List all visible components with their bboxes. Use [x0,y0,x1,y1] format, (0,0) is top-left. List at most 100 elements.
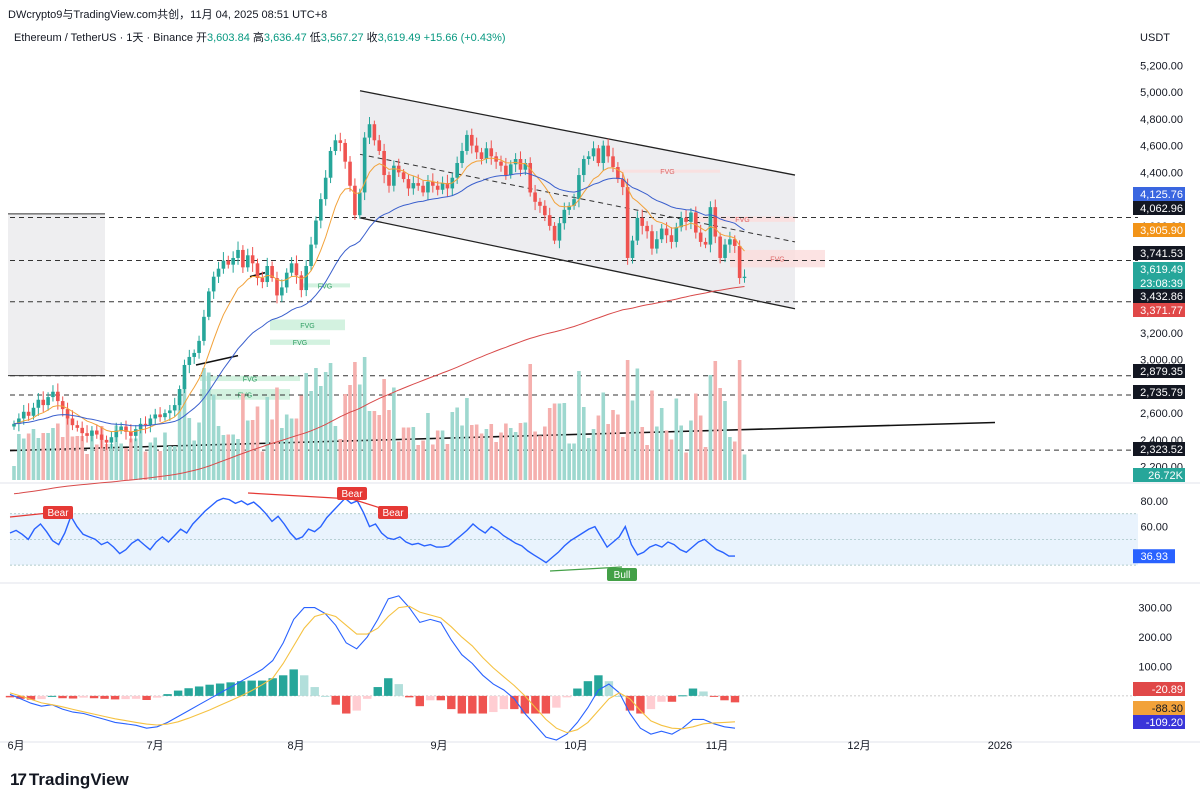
fvg-zone [270,319,345,331]
volume-bar [65,418,70,480]
macd-histogram-bar [541,695,551,714]
candle-body [119,426,123,431]
volume-bar [309,391,313,480]
volume-bar [124,448,128,480]
candle-body [231,257,235,265]
candle-body [406,179,411,189]
candle-body [114,430,119,438]
macd-pane[interactable] [5,595,1138,741]
volume-bar [36,438,41,480]
candle-body [401,172,406,180]
range-zone [8,213,105,376]
volume-bar [75,436,80,480]
divergence-badge-label: Bear [341,489,363,500]
divergence-badge-label: Bull [614,570,631,581]
volume-bar [158,451,162,480]
price-axis-badge [1133,289,1185,303]
price-axis-badge-label: USDT [1140,32,1170,44]
price-axis-badge-label: 3,619.49 [1140,264,1183,276]
volume-bar [343,394,347,480]
candle-body [543,205,547,216]
price-axis-badge [1133,468,1185,482]
time-axis-label: 12月 [847,740,870,752]
fvg-zone [615,169,720,173]
volume-bar [513,432,518,480]
macd-histogram-bar [173,690,183,696]
open-value: 3,603.84 [207,32,250,44]
time-axis-label: 9月 [430,740,447,752]
macd-value-label: -88.30 [1152,703,1183,715]
rsi-pane[interactable]: Bear Bear Bear Bull [9,487,1138,581]
tradingview-logo[interactable]: 17 TradingView [10,770,129,790]
candle-body [635,217,640,241]
volume-bar [314,368,318,480]
price-axis-badge [1133,364,1185,378]
macd-histogram-bar [436,695,445,701]
change-value: +15.66 (+0.43%) [423,32,506,44]
candle-body [499,161,503,166]
volume-bar [245,420,250,480]
macd-histogram-bar [415,695,424,707]
short-trend-line [195,354,239,366]
time-axis[interactable]: 6月 7月 8月 9月 10月 11月 12月 2026 [7,740,1012,752]
candle-body [547,215,552,226]
volume-bar [523,422,528,480]
candle-body [416,183,421,186]
ema-fast-line [13,157,745,433]
fvg-label: FVG [660,169,674,176]
rsi-line [9,497,735,564]
candle-body [31,407,36,416]
price-pane[interactable] [12,117,747,495]
candle-body [596,148,601,164]
low-value: 3,567.27 [320,32,364,44]
price-axis[interactable]: 2,200.002,400.002,600.003,000.003,200.00… [1133,32,1185,729]
candle-body [679,217,683,228]
volume-bar [31,429,36,480]
volume-bar [591,429,596,480]
volume-bar [713,361,718,480]
volume-bar [143,451,148,480]
volume-bar [698,415,703,480]
close-label: 收 [366,32,378,44]
volume-bar [718,388,722,480]
candle-body [586,156,591,159]
volume-bar [70,436,75,480]
fvg-label: FVG [300,323,314,330]
symbol-title[interactable]: Ethereum / TetherUS · 1天 · Binance [14,32,193,44]
macd-histogram-bar [405,695,414,698]
candle-body [46,397,50,406]
candle-body [202,316,206,341]
macd-histogram-bar [457,695,467,714]
volume-bar [51,428,55,480]
candle-body [572,199,576,206]
volume-bar [211,394,216,480]
candle-body [591,148,596,157]
volume-bar [474,424,479,480]
volume-bar [684,452,688,480]
candle-body [567,205,571,210]
fvg-label: FVG [735,217,749,224]
candle-body [698,232,703,242]
volume-bar [562,403,567,480]
volume-bar [348,385,352,480]
candle-body [684,217,688,222]
macd-histogram-bar [247,680,256,696]
price-axis-badge-label: 4,125.76 [1140,189,1183,201]
time-axis-label: 8月 [287,740,304,752]
volume-bar [109,444,114,480]
volume-bar [484,429,489,480]
candle-body [99,434,104,440]
volume-bar [80,436,84,480]
volume-bar [187,418,192,480]
candle-body [435,185,440,190]
volume-bar [674,398,679,480]
candle-body [80,427,84,434]
price-axis-badge [1133,223,1185,237]
volume-bar [732,441,737,480]
candle-body [255,263,260,279]
chart-attribution: DWcrypto9与TradingView.com共创，11月 04, 2025… [8,9,328,21]
macd-histogram-bar [688,688,698,696]
volume-bar [728,437,732,480]
macd-line [9,595,736,741]
